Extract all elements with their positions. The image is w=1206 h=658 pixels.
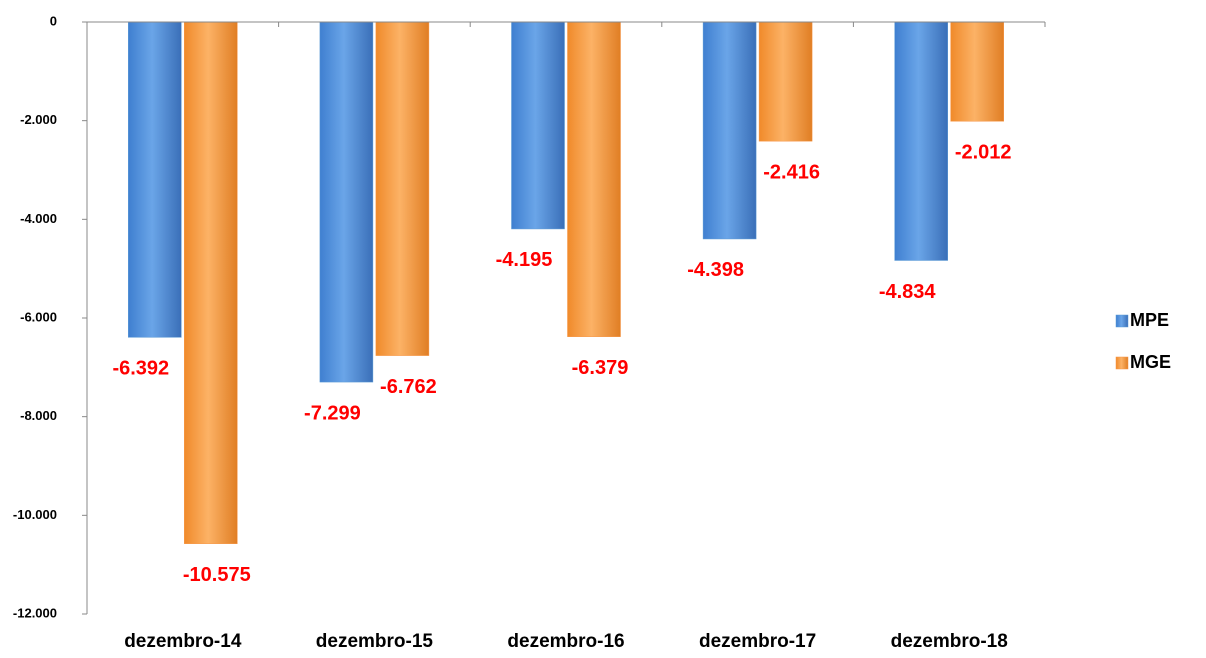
y-tick-label: -2.000 [20, 112, 57, 127]
value-label: -6.392 [112, 358, 169, 380]
x-tick-label: dezembro-17 [699, 631, 816, 652]
value-label: -2.416 [763, 161, 820, 183]
value-label: -7.299 [304, 402, 361, 424]
bar [319, 21, 374, 383]
bar [128, 21, 182, 338]
bar [894, 21, 948, 261]
value-label: -6.379 [572, 357, 629, 379]
value-label: -2.012 [955, 142, 1012, 164]
y-tick-label: 0 [50, 13, 57, 28]
x-tick-label: dezembro-14 [124, 631, 242, 652]
y-tick-label: -12.000 [13, 605, 57, 620]
legend-swatch [1115, 356, 1129, 370]
legend-label: MGE [1130, 352, 1171, 372]
bar [702, 21, 757, 240]
y-tick-label: -6.000 [20, 309, 57, 324]
x-tick-label: dezembro-15 [316, 631, 434, 652]
x-tick-label: dezembro-18 [891, 631, 1008, 652]
legend-label: MPE [1130, 310, 1169, 330]
bar [184, 21, 238, 544]
legend-swatch [1115, 314, 1129, 328]
y-tick-label: -4.000 [20, 211, 57, 226]
value-label: -10.575 [183, 564, 251, 586]
value-label: -4.398 [687, 259, 744, 281]
y-tick-label: -8.000 [20, 408, 57, 423]
bar [511, 21, 565, 230]
value-label: -6.762 [380, 376, 437, 398]
bar [567, 21, 621, 337]
x-tick-label: dezembro-16 [507, 631, 624, 652]
bar [950, 21, 1004, 122]
value-label: -4.834 [879, 281, 937, 303]
bar [758, 21, 813, 142]
bar [375, 21, 430, 356]
y-tick-label: -10.000 [13, 507, 57, 522]
value-label: -4.195 [496, 249, 553, 271]
